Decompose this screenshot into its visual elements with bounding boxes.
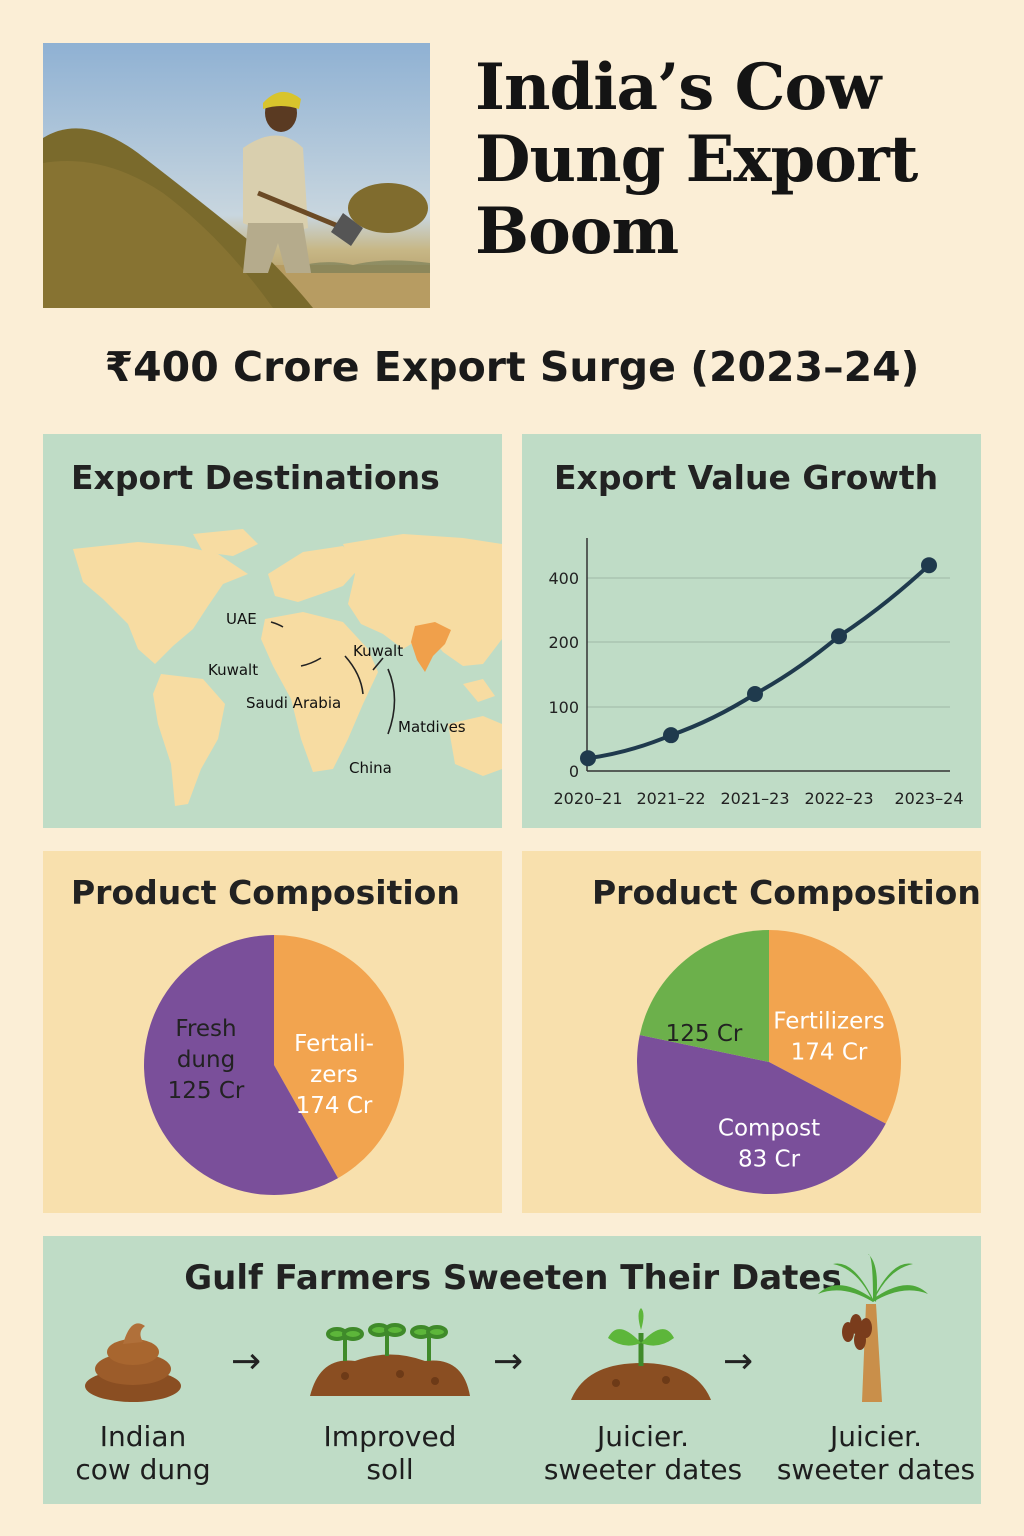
pie-slice-1 [637, 1035, 886, 1194]
india-highlight [411, 622, 451, 672]
world-map: UAE Kuwalt Kuwalt Saudi Arabia Matdives … [73, 529, 502, 806]
data-point-2023–24 [921, 557, 937, 574]
pie-label-1-line1: Fertilizers [773, 1009, 884, 1035]
arrow-kuwait-right [372, 657, 384, 671]
photo-illustration [43, 43, 430, 308]
pie-slice-2 [639, 930, 769, 1062]
pie-slice-0 [274, 935, 404, 1179]
y-tick-label: 400 [548, 569, 579, 588]
arrow-kuwait-left [300, 657, 322, 667]
page-subtitle: ₹400 Crore Export Surge (2023–24) [104, 343, 920, 391]
map-label-kuwait-west: Kuwalt [208, 661, 258, 679]
export-growth-panel: Export Value Growth 0 100 200 400 2020–21 202… [522, 434, 981, 828]
product-composition-title-left: Product Composition [71, 873, 460, 912]
flow-step-2-label: Improved soll [305, 1420, 475, 1486]
gulf-farmers-flow-panel: Gulf Farmers Sweeten Their Dates Indian … [43, 1236, 981, 1504]
pie-label-0-line1: Fresh [175, 1016, 236, 1042]
pie-label-1-line1: Fertali- [294, 1031, 374, 1057]
map-label-maldives: Matdives [398, 718, 466, 736]
pie-label-1-line2: 174 Cr [791, 1040, 868, 1066]
export-destinations-title: Export Destinations [71, 458, 440, 497]
data-point-2021–22 [663, 727, 679, 744]
arrow-saudi [344, 655, 364, 695]
x-tick-label: 2021–22 [636, 789, 705, 808]
y-tick-label: 0 [569, 762, 579, 781]
date-palm-icon [818, 1254, 928, 1402]
x-tick-label: 2021–23 [720, 789, 789, 808]
flow-step-1-line2: cow dung [75, 1453, 211, 1486]
arrow-maldives [387, 668, 396, 735]
data-point-2021–23 [747, 686, 763, 702]
export-destinations-panel: Export Destinations [43, 434, 502, 828]
product-composition-panel-left: Product Composition Fresh dung 125 Cr Ferta… [43, 851, 502, 1213]
pie-label-2-line1: Compost [718, 1116, 820, 1142]
flow-step-4-line2: sweeter dates [776, 1453, 976, 1486]
flow-step-1-label: Indian cow dung [63, 1420, 223, 1486]
flow-step-4-line1: Juicier. [829, 1420, 923, 1453]
greenland-shape [193, 529, 258, 556]
export-growth-line-chart: 0 100 200 400 2020–21 2021–22 2021–23 2022–23 20… [548, 538, 964, 808]
x-tick-label: 2023–24 [894, 789, 963, 808]
flow-step-1-line1: Indian [99, 1420, 187, 1453]
arrow-uae [270, 621, 284, 628]
header-photo-worker-shoveling-dung [43, 43, 430, 308]
pie-label-1-line3: 174 Cr [296, 1093, 373, 1119]
pie-slice-0 [769, 930, 901, 1124]
series-line [587, 563, 931, 761]
flow-step-2-line2: soll [366, 1453, 414, 1486]
flow-step-3-label: Juicier. sweeter dates [543, 1420, 743, 1486]
product-composition-pie-left: Fresh dung 125 Cr Fertali-zers 174 Cr [143, 935, 404, 1195]
asia-shape [343, 534, 502, 666]
flow-step-3-line2: sweeter dates [543, 1453, 743, 1486]
pie-label-0-line3: 125 Cr [168, 1078, 245, 1104]
flow-step-4-label: Juicier. sweeter dates [771, 1420, 981, 1486]
islands-shape [463, 679, 495, 702]
route-arrows [270, 621, 396, 735]
map-label-saudi-arabia: Saudi Arabia [246, 694, 341, 712]
dung-icon [85, 1323, 181, 1402]
map-label-uae: UAE [226, 610, 257, 628]
pie-label-0-line1: 125 Cr [666, 1021, 743, 1047]
flow-step-3-line1: Juicier. [596, 1420, 690, 1453]
africa-shape [261, 612, 378, 772]
flow-title: Gulf Farmers Sweeten Their Dates [184, 1258, 842, 1298]
data-point-2020–21 [580, 750, 596, 767]
product-composition-title-right: Product Composition [592, 873, 981, 912]
product-composition-pie-right: 125 Cr Fertilizers 174 Cr Compost 83 Cr [637, 930, 901, 1194]
map-label-kuwait-east: Kuwalt [353, 642, 403, 660]
pie-label-2-line2: 83 Cr [738, 1147, 801, 1173]
sprouting-soil-icon [310, 1323, 470, 1396]
flow-arrow-3: → [723, 1341, 754, 1382]
x-tick-label: 2022–23 [804, 789, 873, 808]
map-label-china: China [349, 759, 392, 777]
europe-shape [268, 546, 361, 602]
y-tick-label: 100 [548, 698, 579, 717]
pie-label-0-line2: dung [177, 1047, 235, 1073]
data-point-2022–23 [831, 628, 847, 645]
page-title: India’s Cow Dung Export Boom [475, 50, 918, 269]
x-tick-label: 2020–21 [553, 789, 622, 808]
pie-label-1-line2: zers [310, 1062, 358, 1088]
flow-step-2-line1: Improved [323, 1420, 457, 1453]
flow-arrow-2: → [493, 1341, 524, 1382]
y-tick-label: 200 [548, 633, 579, 652]
north-america-shape [73, 542, 248, 664]
export-growth-title: Export Value Growth [554, 458, 939, 497]
flow-arrow-1: → [231, 1341, 262, 1382]
south-america-shape [153, 674, 225, 806]
seedling-icon [571, 1308, 711, 1400]
pie-slice-1 [143, 935, 339, 1195]
australia-shape [448, 716, 502, 776]
product-composition-panel-right: Product Composition 125 Cr Fertilizers 174… [522, 851, 981, 1213]
